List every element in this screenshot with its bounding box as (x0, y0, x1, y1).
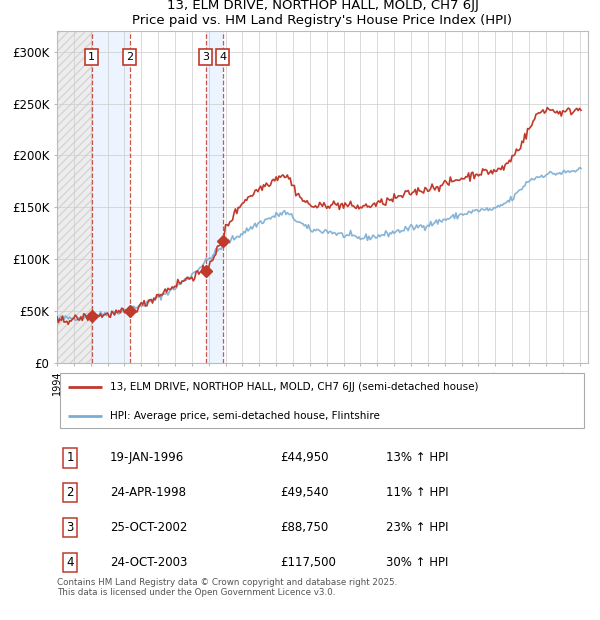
Text: 19-JAN-1996: 19-JAN-1996 (110, 451, 184, 464)
Text: £44,950: £44,950 (280, 451, 329, 464)
Text: HPI: Average price, semi-detached house, Flintshire: HPI: Average price, semi-detached house,… (110, 410, 380, 421)
Text: £88,750: £88,750 (280, 521, 328, 534)
Bar (92, 31, 130, 363)
Text: 23% ↑ HPI: 23% ↑ HPI (386, 521, 449, 534)
Text: 3: 3 (67, 521, 74, 534)
Text: Contains HM Land Registry data © Crown copyright and database right 2025.
This d: Contains HM Land Registry data © Crown c… (57, 578, 397, 597)
Bar (206, 31, 223, 363)
Text: 4: 4 (219, 52, 226, 62)
Text: 13, ELM DRIVE, NORTHOP HALL, MOLD, CH7 6JJ (semi-detached house): 13, ELM DRIVE, NORTHOP HALL, MOLD, CH7 6… (110, 382, 479, 392)
Text: 2: 2 (67, 486, 74, 499)
Text: £117,500: £117,500 (280, 556, 336, 569)
Text: £49,540: £49,540 (280, 486, 329, 499)
Text: 24-APR-1998: 24-APR-1998 (110, 486, 186, 499)
Text: 13% ↑ HPI: 13% ↑ HPI (386, 451, 449, 464)
Text: 30% ↑ HPI: 30% ↑ HPI (386, 556, 449, 569)
Bar (57, 31, 92, 363)
Title: 13, ELM DRIVE, NORTHOP HALL, MOLD, CH7 6JJ
Price paid vs. HM Land Registry's Hou: 13, ELM DRIVE, NORTHOP HALL, MOLD, CH7 6… (133, 0, 512, 27)
Text: 24-OCT-2003: 24-OCT-2003 (110, 556, 187, 569)
Text: 25-OCT-2002: 25-OCT-2002 (110, 521, 187, 534)
Text: 1: 1 (88, 52, 95, 62)
FancyBboxPatch shape (59, 373, 584, 428)
Text: 4: 4 (67, 556, 74, 569)
Text: 11% ↑ HPI: 11% ↑ HPI (386, 486, 449, 499)
Text: 3: 3 (202, 52, 209, 62)
Text: 2: 2 (126, 52, 133, 62)
Text: 1: 1 (67, 451, 74, 464)
